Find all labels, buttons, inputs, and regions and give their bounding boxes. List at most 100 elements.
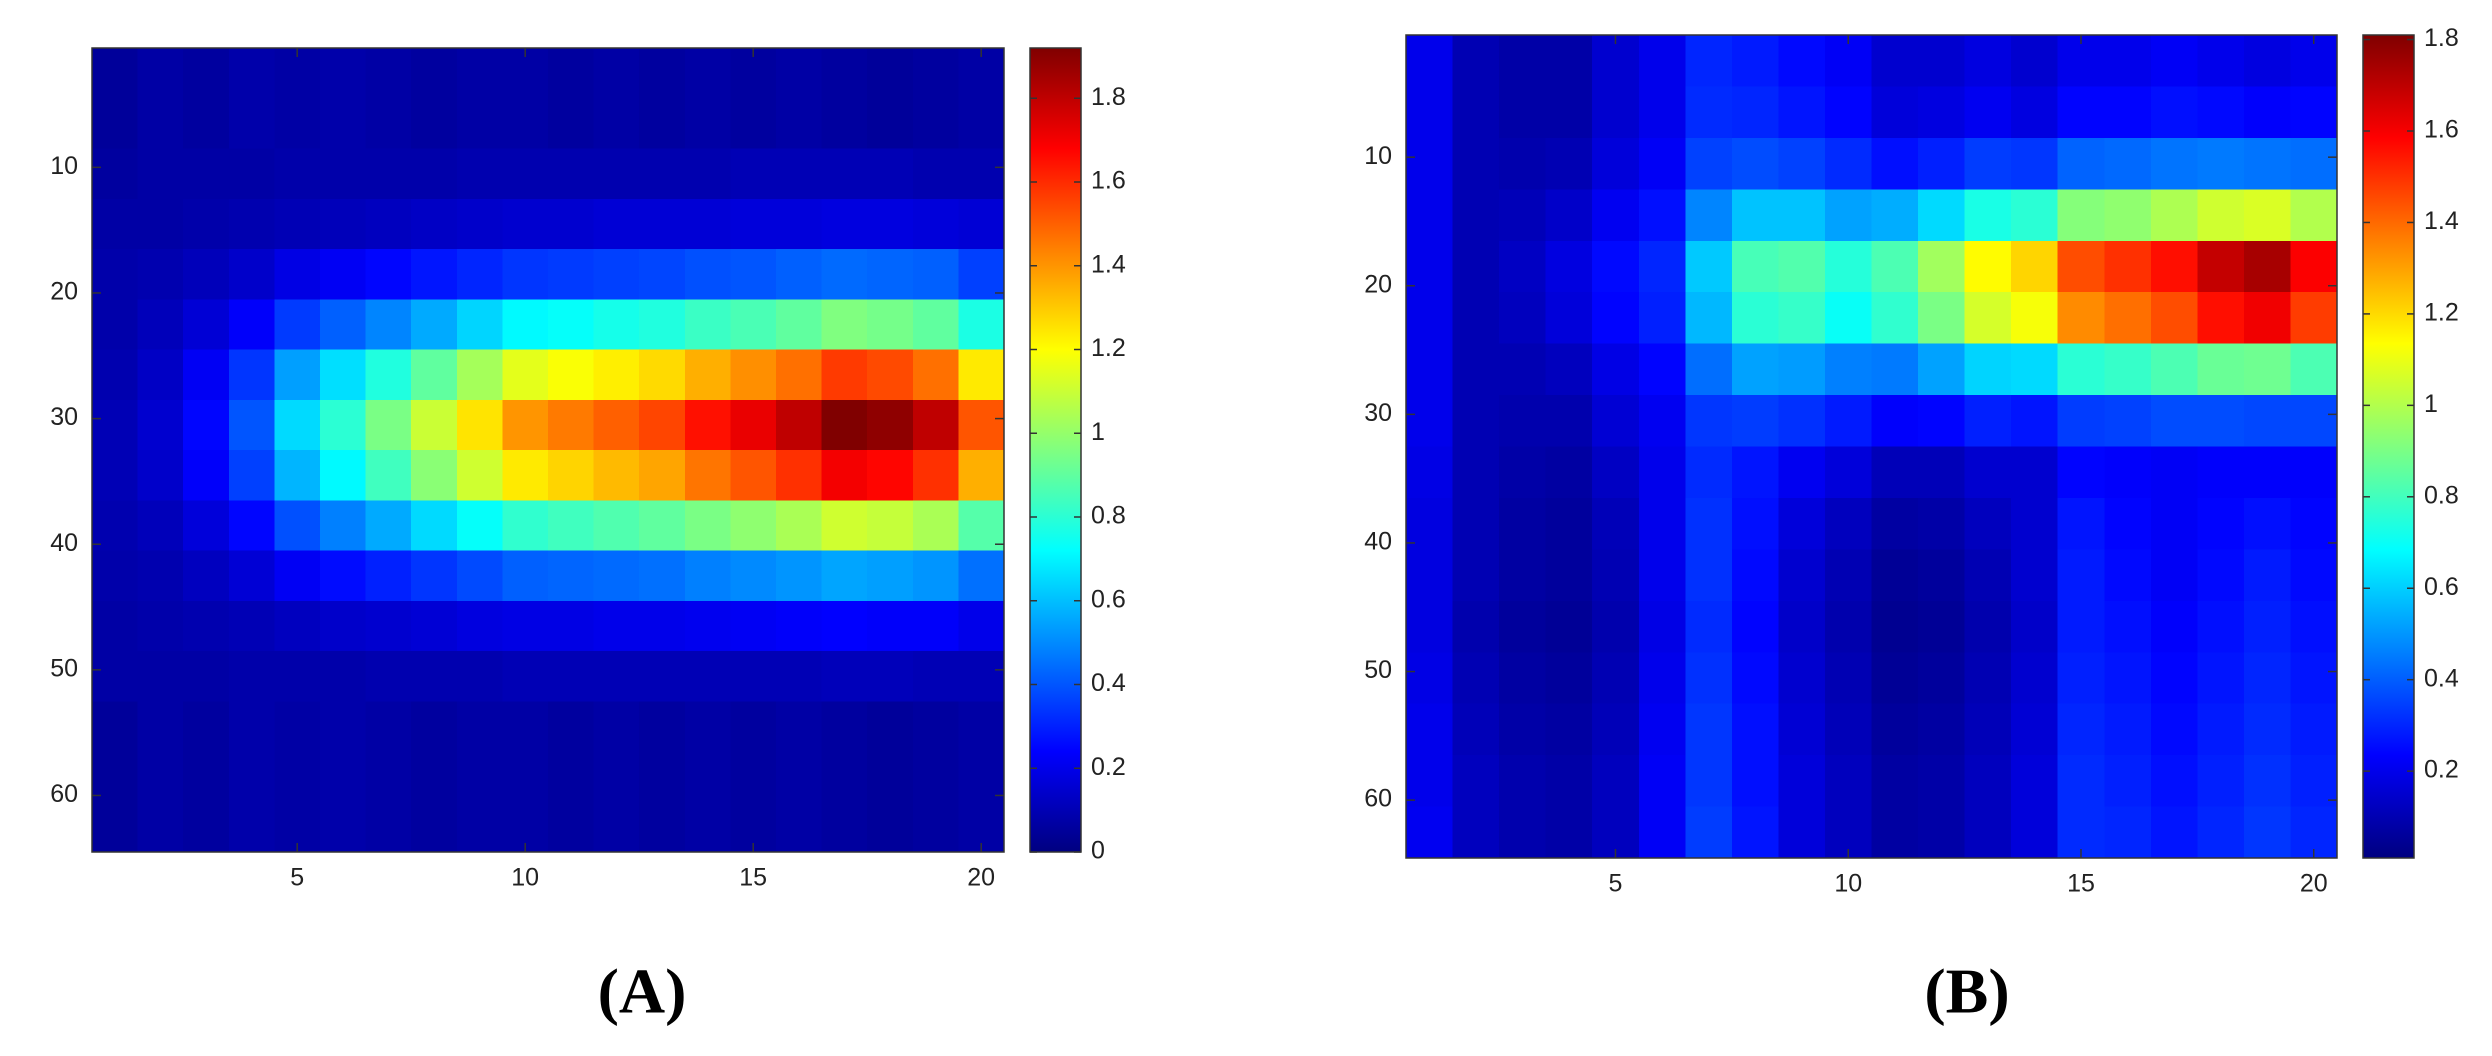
heatmap-cell [411,48,458,99]
heatmap-cell [1871,703,1919,756]
heatmap-cell [2290,240,2338,293]
heatmap-cell [548,801,595,853]
heatmap-cell [1592,446,1640,499]
heatmap-cell [320,450,367,501]
heatmap-cell [137,600,184,652]
heatmap-cell [593,399,640,451]
heatmap-cell [1499,189,1547,242]
heatmap-cell [2290,395,2338,448]
heatmap-cell [1871,137,1919,190]
heatmap-cell [2243,395,2292,448]
heatmap-cell [502,651,549,702]
heatmap-cell [867,399,914,451]
heatmap-cell [411,500,458,552]
heatmap-cell [2243,806,2292,859]
heatmap-cell [821,600,868,652]
heatmap-cell [1592,86,1640,139]
heatmap-cell [1592,755,1640,808]
heatmap-cell [274,249,321,300]
heatmap-cell [867,701,914,753]
heatmap-cell [1499,497,1547,550]
heatmap-cell [1731,395,1779,448]
heatmap-cell [639,48,686,99]
heatmap-cell [593,148,640,200]
heatmap-cell [456,48,503,99]
heatmap-cell [548,98,595,150]
heatmap-cell [228,148,275,200]
heatmap-cell [183,701,230,753]
heatmap-cell [776,500,823,552]
heatmap-cell [2197,703,2245,756]
heatmap-cell [2057,395,2105,448]
heatmap-cell [684,500,731,552]
heatmap-cell [593,198,640,250]
heatmap-cell [1406,806,1454,859]
y-tick-label: 60 [1364,785,1392,813]
heatmap-cell [1964,549,2012,602]
heatmap-cell [2197,806,2245,859]
heatmap-cell [821,198,868,250]
heatmap-cell [1638,343,1686,396]
heatmap-cell [1452,755,1500,808]
heatmap-cell [365,651,412,702]
heatmap-cell [137,801,184,853]
x-tick-label: 20 [2300,870,2328,898]
heatmap-cell [1545,86,1593,139]
heatmap-cell [867,651,914,702]
heatmap-cells [92,48,1005,853]
heatmap-cell [1406,755,1454,808]
heatmap-cell [1918,806,1966,859]
heatmap-cell [1592,343,1640,396]
heatmap-cell [456,198,503,250]
heatmap-cell [1638,395,1686,448]
heatmap-cell [1871,292,1919,345]
heatmap-cell [92,801,139,853]
heatmap-cell [1545,343,1593,396]
heatmap-cell [912,801,959,853]
colorbar-tick-label: 0.2 [2424,756,2459,784]
heatmap-cell [137,249,184,300]
heatmap-cell [365,48,412,99]
heatmap-cell [958,651,1005,702]
heatmap-cell [1685,240,1733,293]
heatmap-cell [1499,755,1547,808]
heatmap-cell [183,148,230,200]
y-tick-label: 40 [1364,528,1392,556]
heatmap-cell [1871,86,1919,139]
heatmap-cell [137,500,184,552]
colorbar-tick-label: 1.8 [1091,83,1126,111]
heatmap-cell [1406,703,1454,756]
heatmap-cell [867,349,914,401]
heatmap-cell [2197,292,2245,345]
heatmap-cell [1918,497,1966,550]
heatmap-cell [821,450,868,501]
colorbar-tick-label: 0.4 [2424,664,2459,692]
heatmap-cell [776,148,823,200]
heatmap-cell [1964,189,2012,242]
heatmap-cell [548,550,595,602]
heatmap-cell [867,550,914,602]
heatmap-cell [1638,806,1686,859]
heatmap-cell [548,500,595,552]
heatmap-cell [1638,549,1686,602]
heatmap-cell [365,701,412,753]
heatmap-cell [684,600,731,652]
colorbar-tick-label: 1.2 [1091,334,1126,362]
heatmap-cell [2011,600,2059,653]
heatmap-cell [776,399,823,451]
heatmap-cell [593,801,640,853]
heatmap-cell [320,48,367,99]
heatmap-cell [639,550,686,602]
heatmap-cell [92,249,139,300]
heatmap-cell [639,399,686,451]
heatmap-cell [867,500,914,552]
heatmap-cell [502,299,549,351]
heatmap-cell [1824,446,1873,499]
heatmap-cell [1685,703,1733,756]
heatmap-cell [2243,189,2292,242]
heatmap-cell [320,249,367,300]
heatmap-cell [2243,703,2292,756]
heatmap-cell [2104,292,2152,345]
heatmap-cell [2104,806,2152,859]
heatmap-cell [1592,137,1640,190]
